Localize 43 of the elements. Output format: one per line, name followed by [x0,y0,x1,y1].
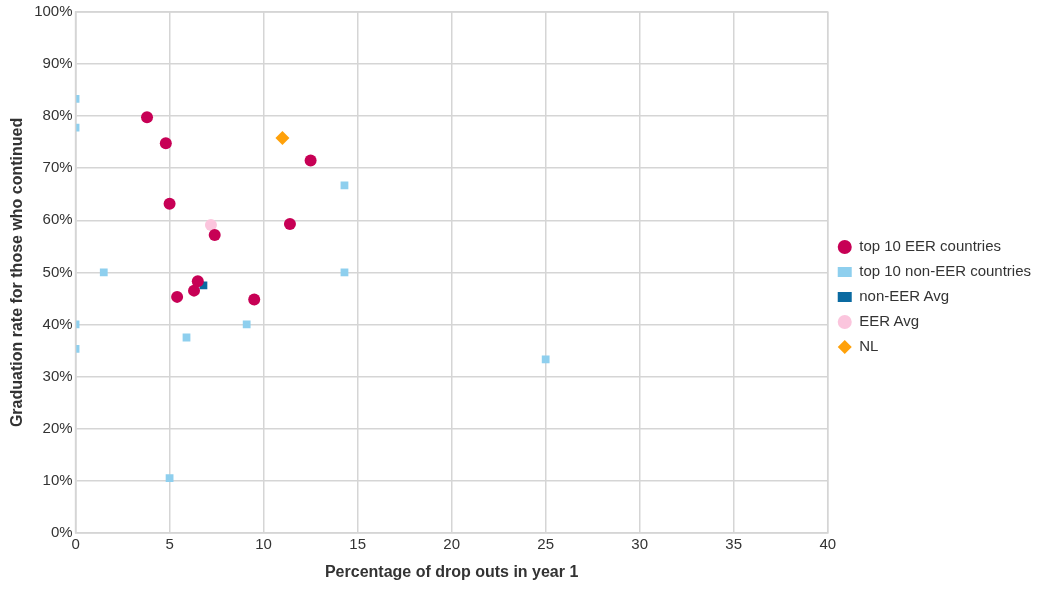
point [275,131,290,146]
y-tick-label: 30% [42,366,73,384]
point [541,355,550,364]
y-tick-label: 10% [42,470,73,488]
x-tick-label: 0 [71,534,80,552]
y-axis-title: Graduation rate for those who continued [8,117,26,428]
x-tick-label: 20 [443,534,460,552]
legend-label: non-EER Avg [859,287,950,305]
x-tick-label: 35 [725,534,743,552]
x-tick-label: 40 [819,534,837,552]
point [163,197,176,210]
point [159,137,172,150]
x-tick-label: 10 [255,534,272,552]
y-tick-label: 20% [42,418,73,436]
legend-label: NL [859,337,879,355]
y-tick-label: 100% [34,2,73,20]
y-tick-label: 50% [42,262,73,280]
x-tick-label: 30 [631,534,649,552]
legend-label: EER Avg [859,312,919,330]
x-axis-title: Percentage of drop outs in year 1 [324,562,579,580]
point [208,228,221,241]
point [248,293,261,306]
y-tick-label: 70% [42,158,73,176]
legend-label: top 10 EER countries [859,237,1001,255]
point [242,320,251,329]
x-tick-label: 5 [165,534,174,552]
point [304,154,317,167]
y-tick-label: 0% [50,522,73,540]
x-tick-label: 25 [537,534,555,552]
point [204,219,217,232]
point [165,474,174,483]
x-tick-label: 15 [349,534,366,552]
point [191,275,204,288]
y-tick-label: 60% [42,210,73,228]
point [99,268,108,277]
point [188,284,201,297]
y-tick-label: 40% [42,314,73,332]
y-tick-label: 90% [42,54,73,72]
legend-label: top 10 non-EER countries [859,262,1032,280]
y-tick-label: 80% [42,106,73,124]
point [283,217,296,230]
point [171,290,184,303]
point [141,111,154,124]
